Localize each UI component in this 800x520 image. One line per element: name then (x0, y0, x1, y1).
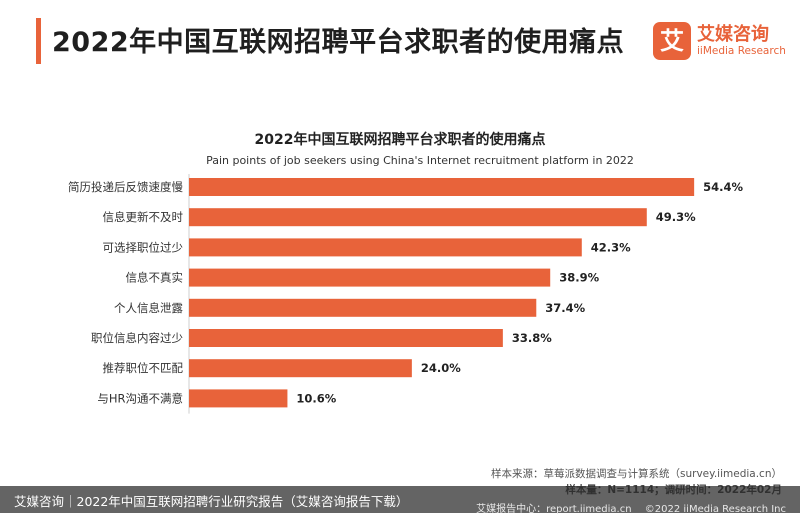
footer-caption: 艾媒咨询｜2022年中国互联网招聘行业研究报告（艾媒咨询报告下载） (14, 494, 409, 509)
data-label: 42.3% (591, 240, 631, 254)
category-label: 与HR沟通不满意 (97, 391, 183, 405)
data-label: 54.4% (703, 180, 743, 194)
data-label: 33.8% (512, 331, 552, 345)
logo-name-en: iiMedia Research (697, 45, 786, 57)
category-label: 简历投递后反馈速度慢 (68, 180, 183, 194)
category-label: 推荐职位不匹配 (103, 361, 184, 375)
data-label: 37.4% (545, 301, 585, 315)
data-label: 24.0% (421, 361, 461, 375)
bar (189, 389, 288, 408)
logo-mark-icon: 艾 (653, 22, 691, 60)
bar (189, 298, 537, 317)
title-accent-bar (36, 18, 41, 64)
page-title: 2022年中国互联网招聘平台求职者的使用痛点 (52, 27, 625, 58)
category-label: 可选择职位过少 (103, 240, 184, 254)
data-label: 38.9% (559, 271, 599, 285)
bar (189, 268, 551, 287)
logo-name-cn: 艾媒咨询 (697, 24, 769, 45)
footer-band: 艾媒咨询｜2022年中国互联网招聘行业研究报告（艾媒咨询报告下载） 艾媒报告中心… (0, 486, 800, 515)
bar (189, 329, 503, 347)
category-label: 个人信息泄露 (114, 301, 183, 315)
bar (189, 359, 412, 378)
bar (189, 238, 582, 257)
data-label: 49.3% (656, 210, 696, 224)
category-label: 信息更新不及时 (103, 210, 184, 224)
chart-subtitle: Pain points of job seekers using China's… (206, 154, 634, 167)
data-label: 10.6% (296, 391, 336, 405)
bar (189, 208, 647, 227)
footer-report-center: 艾媒报告中心：report.iimedia.cn (476, 504, 632, 515)
category-label: 信息不真实 (126, 271, 184, 285)
chart-title: 2022年中国互联网招聘平台求职者的使用痛点 (254, 132, 546, 148)
bar (189, 178, 695, 196)
footer-right: 艾媒报告中心：report.iimedia.cn ©2022 iiMedia R… (466, 500, 786, 515)
source-sample-origin: 样本来源：草莓派数据调查与计算系统（survey.iimedia.cn） (491, 468, 782, 480)
footer-copyright: ©2022 iiMedia Research Inc (644, 504, 786, 515)
brand-logo: 艾 艾媒咨询 iiMedia Research (653, 20, 793, 62)
bar-chart: 简历投递后反馈速度慢 54.4% 信息更新不及时 49.3% 可选择职位过少 42.3% 信… (68, 174, 744, 414)
category-label: 职位信息内容过少 (91, 331, 183, 345)
